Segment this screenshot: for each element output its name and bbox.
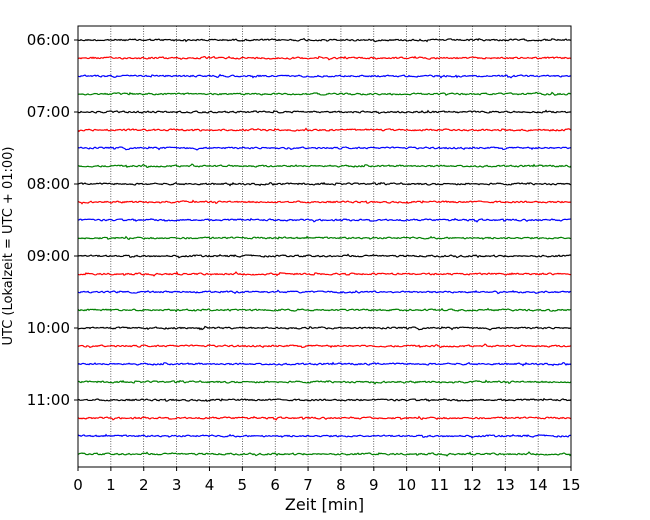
trace-line-0645 (77, 91, 572, 96)
trace-line-0915 (77, 271, 572, 277)
x-tick-label: 13 (496, 476, 515, 494)
trace-line-1145 (77, 451, 572, 457)
trace-line-1000 (77, 325, 572, 331)
trace-line-0900 (77, 253, 572, 259)
trace-line-1100 (77, 397, 572, 403)
trace-line-0845 (77, 235, 572, 241)
x-tick-label: 11 (430, 476, 449, 494)
trace-line-1030 (77, 361, 572, 367)
y-tick-label: 07:00 (27, 103, 70, 121)
trace-lines (77, 37, 572, 457)
x-tick-label: 12 (463, 476, 482, 494)
trace-line-1015 (77, 343, 572, 349)
plot-frame (77, 25, 572, 468)
x-tick-label: 3 (172, 476, 182, 494)
x-tick-label: 7 (303, 476, 313, 494)
trace-line-0830 (77, 217, 572, 223)
trace-line-0600 (77, 37, 572, 43)
y-tick-label: 11:00 (27, 391, 70, 409)
trace-line-0630 (77, 73, 572, 79)
y-axis-ticks: 06:00 07:00 08:00 09:00 10:00 11:00 (27, 31, 78, 409)
y-axis-label: UTC (Lokalzeit = UTC + 01:00) (1, 147, 16, 346)
x-axis-label: Zeit [min] (285, 495, 364, 514)
trace-line-0615 (77, 55, 572, 61)
x-tick-label: 0 (73, 476, 83, 494)
x-tick-label: 14 (529, 476, 548, 494)
x-axis-ticks: 0 1 2 3 4 5 6 7 8 9 10 11 12 13 14 15 (73, 467, 581, 494)
vertical-grid (110, 26, 539, 467)
trace-line-0930 (77, 289, 572, 295)
trace-line-0815 (77, 199, 572, 205)
y-tick-label: 08:00 (27, 175, 70, 193)
x-tick-label: 10 (397, 476, 416, 494)
trace-line-0700 (77, 109, 572, 115)
x-tick-label: 15 (561, 476, 580, 494)
trace-line-1115 (77, 415, 572, 421)
x-tick-label: 4 (205, 476, 215, 494)
x-tick-label: 6 (270, 476, 280, 494)
trace-line-1130 (77, 433, 572, 439)
x-tick-label: 2 (139, 476, 149, 494)
trace-line-0945 (77, 307, 571, 313)
trace-line-1045 (77, 379, 572, 385)
plot-background (78, 26, 571, 467)
trace-line-0745 (77, 163, 572, 168)
y-tick-label: 10:00 (27, 319, 70, 337)
y-tick-label: 06:00 (27, 31, 70, 49)
y-tick-label: 09:00 (27, 247, 70, 265)
x-tick-label: 8 (336, 476, 346, 494)
trace-line-0730 (77, 146, 572, 151)
x-tick-label: 9 (369, 476, 379, 494)
x-tick-label: 1 (106, 476, 116, 494)
trace-line-0800 (77, 181, 572, 187)
trace-line-0715 (77, 127, 572, 133)
x-tick-label: 5 (238, 476, 248, 494)
